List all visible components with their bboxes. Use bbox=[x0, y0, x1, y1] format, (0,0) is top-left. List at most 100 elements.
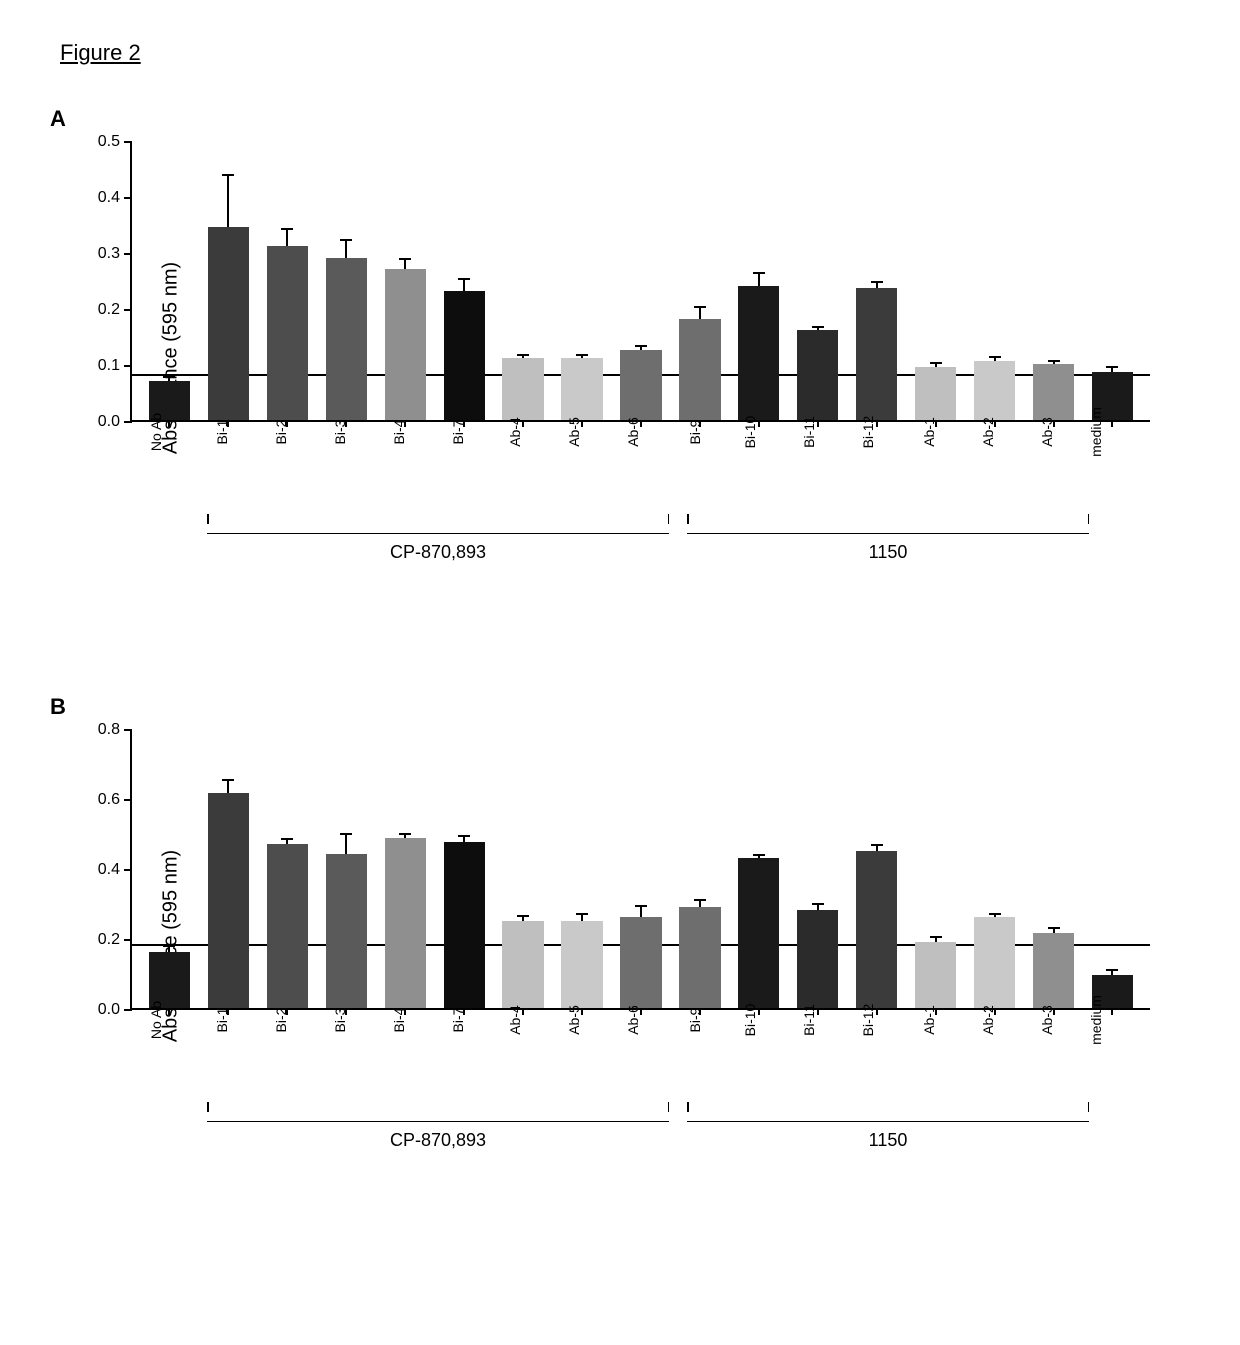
error-bar bbox=[935, 364, 937, 367]
bar-slot bbox=[317, 854, 376, 1008]
error-bar bbox=[817, 328, 819, 331]
error-cap bbox=[281, 838, 293, 840]
x-label: Ab-5 bbox=[566, 417, 582, 447]
bar-slot bbox=[317, 258, 376, 420]
error-bar bbox=[522, 917, 524, 921]
error-bar bbox=[817, 905, 819, 910]
bar bbox=[738, 286, 779, 420]
error-cap bbox=[517, 354, 529, 356]
y-tick-label: 0.0 bbox=[82, 413, 120, 431]
error-bar bbox=[699, 901, 701, 906]
y-tick bbox=[124, 309, 132, 311]
y-tick bbox=[124, 799, 132, 801]
bar-slot bbox=[435, 842, 494, 1008]
error-bar bbox=[1053, 929, 1055, 933]
bars bbox=[132, 142, 1150, 420]
error-cap bbox=[458, 278, 470, 280]
error-cap bbox=[517, 915, 529, 917]
panel-A: AAbsorbance (595 nm)0.00.10.20.30.40.5No… bbox=[50, 106, 1190, 574]
y-tick-label: 0.5 bbox=[82, 133, 120, 151]
y-tick bbox=[124, 939, 132, 941]
bar bbox=[326, 258, 367, 420]
plot-area: 0.00.10.20.30.40.5 bbox=[130, 142, 1150, 422]
group-bracket: 1150 bbox=[687, 1112, 1089, 1122]
x-label-slot: Ab-3 bbox=[1024, 428, 1083, 444]
error-bar bbox=[286, 840, 288, 844]
error-bar bbox=[463, 280, 465, 291]
error-bar bbox=[345, 241, 347, 258]
error-cap bbox=[576, 354, 588, 356]
error-bar bbox=[1111, 368, 1113, 372]
bar bbox=[915, 942, 956, 1009]
group-brackets: CP-870,8931150 bbox=[130, 1112, 1150, 1162]
bar-slot bbox=[847, 851, 906, 1009]
bar bbox=[502, 921, 543, 1009]
bar bbox=[620, 917, 661, 1008]
y-tick-label: 0.4 bbox=[82, 861, 120, 879]
y-tick-label: 0.1 bbox=[82, 357, 120, 375]
error-bar bbox=[935, 938, 937, 942]
error-bar bbox=[699, 308, 701, 319]
x-label-slot: Bi-1 bbox=[197, 1016, 256, 1032]
bar-slot bbox=[199, 227, 258, 420]
bar-slot bbox=[788, 910, 847, 1008]
x-label-slot: Bi-2 bbox=[256, 428, 315, 444]
y-tick-label: 0.6 bbox=[82, 791, 120, 809]
y-tick bbox=[124, 729, 132, 731]
bar bbox=[1033, 364, 1074, 420]
error-bar bbox=[994, 915, 996, 917]
bar-slot bbox=[140, 952, 199, 1008]
error-bar bbox=[168, 378, 170, 381]
x-label: No Ab bbox=[148, 413, 164, 451]
bar-slot bbox=[729, 286, 788, 420]
y-tick-label: 0.8 bbox=[82, 721, 120, 739]
bar-slot bbox=[1024, 364, 1083, 420]
bar bbox=[267, 246, 308, 420]
bar bbox=[915, 367, 956, 420]
x-label: No Ab bbox=[148, 1001, 164, 1039]
x-label: Bi-1 bbox=[214, 420, 230, 445]
x-label: Ab-6 bbox=[625, 417, 641, 447]
y-tick bbox=[124, 869, 132, 871]
error-cap bbox=[163, 945, 175, 947]
bar-slot bbox=[494, 358, 553, 420]
x-label: Bi-1 bbox=[214, 1008, 230, 1033]
panels-container: AAbsorbance (595 nm)0.00.10.20.30.40.5No… bbox=[50, 106, 1190, 1162]
bar-slot bbox=[1024, 933, 1083, 1008]
error-cap bbox=[1106, 366, 1118, 368]
x-label: Ab-2 bbox=[980, 417, 996, 447]
error-bar bbox=[522, 356, 524, 359]
y-tick-label: 0.2 bbox=[82, 931, 120, 949]
x-label-slot: Ab-6 bbox=[611, 1016, 670, 1032]
bar-slot bbox=[847, 288, 906, 420]
error-cap bbox=[812, 903, 824, 905]
error-cap bbox=[340, 833, 352, 835]
y-tick bbox=[124, 141, 132, 143]
error-cap bbox=[458, 835, 470, 837]
error-cap bbox=[871, 281, 883, 283]
bar bbox=[738, 858, 779, 1009]
x-label-slot: Bi-2 bbox=[256, 1016, 315, 1032]
x-tick bbox=[817, 1008, 819, 1015]
bar bbox=[1033, 933, 1074, 1008]
error-cap bbox=[1048, 360, 1060, 362]
error-cap bbox=[281, 228, 293, 230]
x-label-slot: Ab-1 bbox=[906, 1016, 965, 1032]
y-tick-label: 0.0 bbox=[82, 1001, 120, 1019]
x-labels: No AbBi-1Bi-2Bi-3Bi-4Bi-7Ab-4Ab-5Ab-6Bi-… bbox=[130, 1016, 1150, 1032]
error-cap bbox=[871, 844, 883, 846]
error-cap bbox=[930, 362, 942, 364]
y-tick-label: 0.3 bbox=[82, 245, 120, 263]
x-label: Bi-2 bbox=[273, 1008, 289, 1033]
error-bar bbox=[463, 837, 465, 842]
error-cap bbox=[222, 174, 234, 176]
x-label: Bi-11 bbox=[801, 416, 817, 448]
x-label: Bi-3 bbox=[332, 1008, 348, 1033]
error-cap bbox=[753, 272, 765, 274]
bar bbox=[149, 952, 190, 1008]
x-label-slot: Ab-5 bbox=[551, 428, 610, 444]
x-label: medium bbox=[1088, 995, 1104, 1045]
y-tick-label: 0.4 bbox=[82, 189, 120, 207]
x-tick bbox=[876, 420, 878, 427]
group-bracket-label: 1150 bbox=[687, 542, 1089, 563]
